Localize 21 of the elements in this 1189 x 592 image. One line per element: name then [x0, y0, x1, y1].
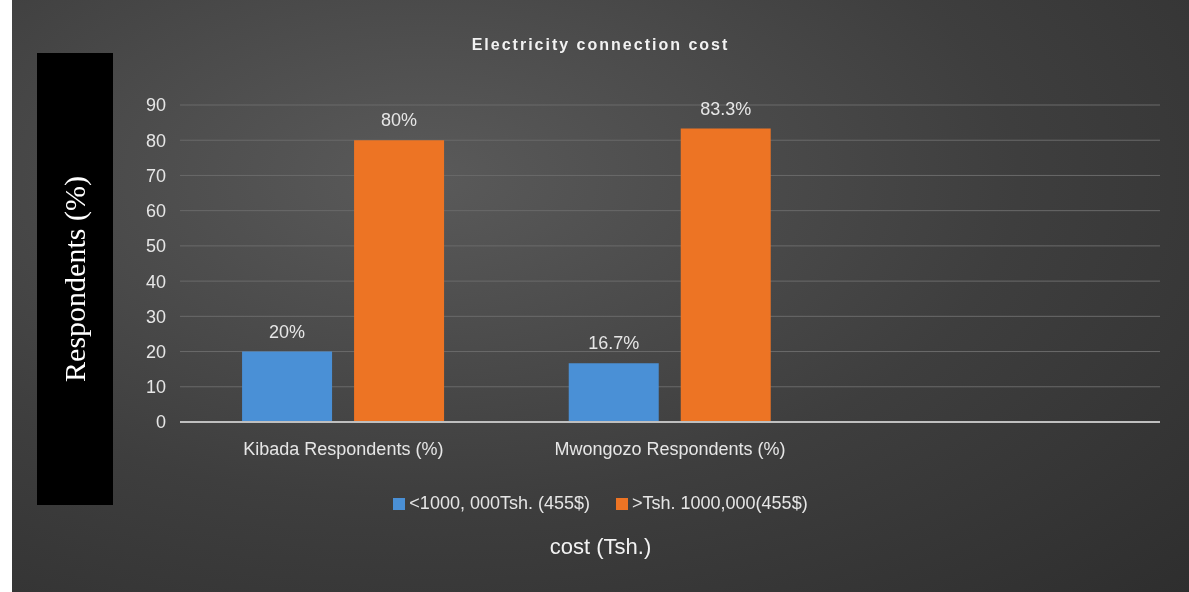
y-axis-title: Respondents (%): [58, 176, 92, 382]
data-label: 20%: [269, 321, 306, 342]
y-tick-label: 60: [145, 201, 166, 222]
y-tick-label: 40: [145, 271, 166, 292]
legend-label: <1000, 000Tsh. (455$): [409, 493, 590, 514]
x-tick-label: Mwongozo Respondents (%): [554, 438, 786, 459]
x-axis-title: cost (Tsh.): [548, 534, 653, 560]
data-label: 83.3%: [700, 98, 752, 119]
x-tick-label: Kibada Respondents (%): [243, 438, 444, 459]
y-tick-label: 90: [145, 95, 166, 116]
legend-label: >Tsh. 1000,000(455$): [632, 493, 808, 514]
y-tick-label: 70: [145, 165, 166, 186]
data-label: 16.7%: [588, 333, 640, 354]
data-label: 80%: [381, 110, 418, 131]
y-tick-label: 50: [145, 236, 166, 257]
y-tick-label: 0: [155, 412, 166, 433]
y-tick-label: 10: [145, 377, 166, 398]
chart-title: Electricity connection cost: [470, 36, 731, 54]
y-tick-label: 20: [145, 341, 166, 362]
y-tick-label: 30: [145, 306, 166, 327]
y-tick-label: 80: [145, 130, 166, 151]
